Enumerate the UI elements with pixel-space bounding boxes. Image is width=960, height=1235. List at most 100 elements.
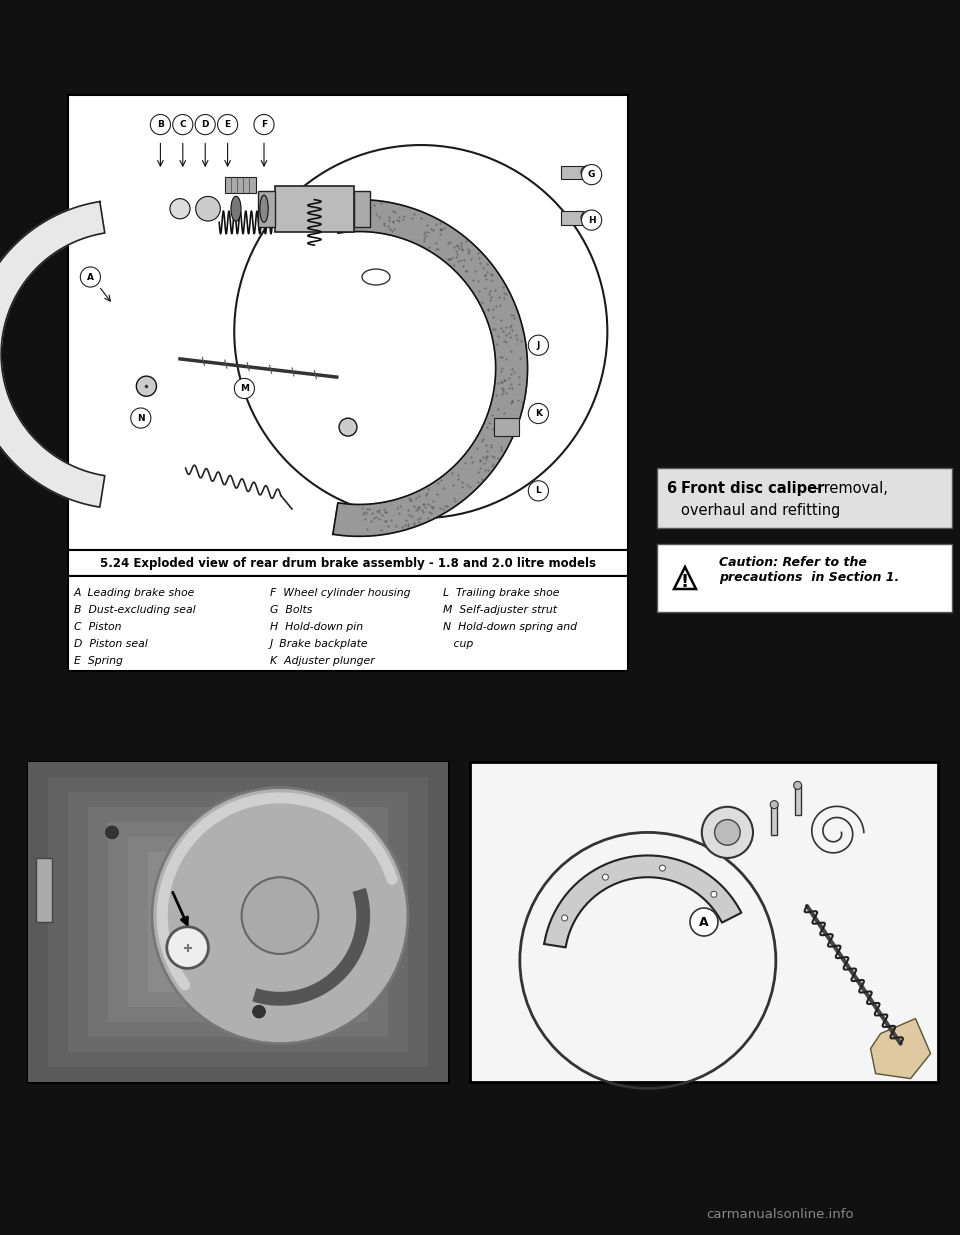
Text: J  Brake backplate: J Brake backplate [270,638,369,650]
Text: C  Piston: C Piston [74,622,122,632]
Polygon shape [674,567,696,589]
Circle shape [152,788,408,1044]
Circle shape [106,826,118,839]
Text: D: D [202,120,209,130]
Text: N: N [137,414,145,422]
Circle shape [195,115,215,135]
Bar [258,190,276,227]
Bar [68,792,408,1052]
Bar [795,785,801,815]
Polygon shape [0,201,105,508]
Circle shape [582,210,602,230]
Bar [68,95,628,550]
Bar [68,576,628,671]
Text: E  Spring: E Spring [74,656,123,666]
Bar [561,165,583,179]
Text: L: L [536,487,541,495]
Circle shape [528,335,548,356]
Bar [353,190,371,227]
Text: overhaul and refitting: overhaul and refitting [681,503,840,517]
Bar [657,468,952,529]
Bar [561,211,583,225]
Circle shape [339,419,357,436]
Text: carmanualsonline.info: carmanualsonline.info [707,1209,853,1221]
Bar [276,186,353,231]
Bar [657,543,952,613]
Bar [88,806,388,1037]
Circle shape [218,115,238,135]
Bar [128,837,348,1007]
Text: H: H [588,216,595,225]
Text: G  Bolts: G Bolts [270,605,312,615]
Text: H  Hold-down pin: H Hold-down pin [270,622,363,632]
Circle shape [714,820,740,845]
Circle shape [173,115,193,135]
Circle shape [581,211,594,225]
Bar [108,823,368,1023]
Text: F: F [261,120,267,130]
Circle shape [562,915,567,921]
Circle shape [253,115,275,135]
Circle shape [660,864,665,871]
Bar [168,867,308,977]
Circle shape [234,378,254,399]
Text: L  Trailing brake shoe: L Trailing brake shoe [444,588,560,598]
Bar [148,852,328,992]
Text: M: M [240,384,249,393]
Text: B  Dust-excluding seal: B Dust-excluding seal [74,605,196,615]
Text: B: B [157,120,164,130]
Ellipse shape [231,196,241,221]
Bar [28,762,448,1082]
Polygon shape [544,856,741,947]
Circle shape [170,199,190,219]
Ellipse shape [260,195,268,222]
Text: C: C [180,120,186,130]
Bar [48,777,428,1067]
Circle shape [581,165,594,179]
Circle shape [252,1005,265,1018]
Circle shape [242,877,319,953]
Bar [493,419,518,436]
Circle shape [151,115,171,135]
Text: - removal,: - removal, [809,480,888,496]
Bar [771,804,778,835]
Circle shape [136,377,156,396]
Circle shape [528,480,548,501]
Circle shape [81,267,101,287]
Bar [28,762,448,1082]
Circle shape [690,908,718,936]
Polygon shape [333,200,527,536]
Text: M  Self-adjuster strut: M Self-adjuster strut [444,605,557,615]
Circle shape [603,874,609,881]
Text: D  Piston seal: D Piston seal [74,638,148,650]
Text: J: J [537,341,540,350]
Text: Caution: Refer to the
precautions  in Section 1.: Caution: Refer to the precautions in Sec… [719,556,900,584]
Text: 5.24 Exploded view of rear drum brake assembly - 1.8 and 2.0 litre models: 5.24 Exploded view of rear drum brake as… [100,557,596,569]
Text: K: K [535,409,541,417]
Text: cup: cup [444,638,473,650]
Polygon shape [871,1019,930,1078]
Circle shape [528,404,548,424]
Circle shape [702,806,753,858]
Bar [68,550,628,576]
Circle shape [770,800,779,809]
Circle shape [794,782,802,789]
Circle shape [167,926,208,968]
Bar [470,762,938,1082]
Bar [225,177,255,193]
Text: N  Hold-down spring and: N Hold-down spring and [444,622,577,632]
Circle shape [131,408,151,429]
Text: Front disc caliper: Front disc caliper [681,480,825,496]
Text: 6: 6 [667,480,687,496]
Circle shape [582,164,602,185]
Text: E: E [225,120,230,130]
Text: F  Wheel cylinder housing: F Wheel cylinder housing [270,588,410,598]
Text: A  Leading brake shoe: A Leading brake shoe [74,588,196,598]
Circle shape [196,196,220,221]
Text: !: ! [681,573,689,592]
Bar [36,858,52,923]
Circle shape [711,892,717,898]
Text: G: G [588,170,595,179]
Text: K  Adjuster plunger: K Adjuster plunger [270,656,374,666]
Text: A: A [699,915,708,929]
